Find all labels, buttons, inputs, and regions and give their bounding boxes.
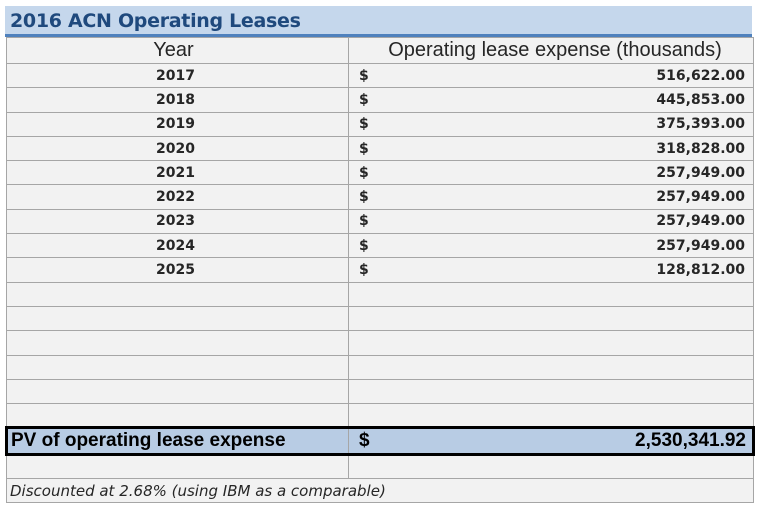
expense-value: 257,949.00 — [656, 164, 745, 181]
empty-cell[interactable] — [348, 281, 754, 307]
title-bar: 2016 ACN Operating Leases — [5, 6, 752, 37]
table-row: 2023 $257,949.00 — [6, 208, 754, 235]
expense-value: 445,853.00 — [656, 91, 745, 108]
empty-cell[interactable] — [348, 454, 754, 480]
empty-cell[interactable] — [6, 354, 349, 380]
pv-value: 2,530,341.92 — [635, 430, 746, 452]
expense-cell[interactable]: $375,393.00 — [348, 111, 754, 137]
empty-cell[interactable] — [348, 378, 754, 405]
empty-cell[interactable] — [6, 403, 349, 429]
expense-cell[interactable]: $257,949.00 — [348, 233, 754, 259]
pv-currency: $ — [359, 430, 370, 452]
empty-row — [6, 378, 754, 405]
currency-symbol: $ — [359, 262, 369, 279]
pv-row: PV of operating lease expense $ 2,530,34… — [5, 426, 755, 457]
empty-row — [6, 281, 754, 307]
empty-row — [6, 354, 754, 380]
currency-symbol: $ — [359, 67, 369, 84]
table-row: 2019 $375,393.00 — [6, 111, 754, 137]
empty-cell[interactable] — [348, 305, 754, 332]
spreadsheet: 2016 ACN Operating Leases Year Operating… — [5, 6, 755, 504]
table-row: 2022 $257,949.00 — [6, 184, 754, 210]
empty-cell[interactable] — [6, 281, 349, 307]
year-cell[interactable]: 2023 — [6, 208, 349, 235]
expense-cell[interactable]: $445,853.00 — [348, 87, 754, 113]
expense-value: 375,393.00 — [656, 116, 745, 133]
table-row: 2017 $516,622.00 — [6, 62, 754, 89]
year-cell[interactable]: 2020 — [6, 135, 349, 162]
expense-cell[interactable]: $257,949.00 — [348, 160, 754, 186]
sheet-title: 2016 ACN Operating Leases — [10, 10, 301, 32]
year-cell[interactable]: 2017 — [6, 62, 349, 89]
expense-cell[interactable]: $318,828.00 — [348, 135, 754, 162]
empty-row — [6, 454, 754, 480]
footnote[interactable]: Discounted at 2.68% (using IBM as a comp… — [6, 478, 754, 504]
empty-cell[interactable] — [348, 354, 754, 380]
year-cell[interactable]: 2025 — [6, 257, 349, 283]
table-row: 2018 $445,853.00 — [6, 87, 754, 113]
pv-cell[interactable]: $ 2,530,341.92 — [348, 426, 755, 457]
currency-symbol: $ — [359, 237, 369, 254]
year-header[interactable]: Year — [6, 37, 349, 64]
note-row: Discounted at 2.68% (using IBM as a comp… — [6, 478, 754, 504]
empty-cell[interactable] — [6, 454, 349, 480]
header-row: Year Operating lease expense (thousands) — [6, 37, 754, 64]
year-cell[interactable]: 2021 — [6, 160, 349, 186]
empty-cell[interactable] — [348, 403, 754, 429]
table-row: 2024 $257,949.00 — [6, 233, 754, 259]
expense-cell[interactable]: $516,622.00 — [348, 62, 754, 89]
expense-value: 257,949.00 — [656, 189, 745, 206]
empty-row — [6, 403, 754, 429]
pv-label[interactable]: PV of operating lease expense — [5, 426, 349, 457]
expense-value: 516,622.00 — [656, 67, 745, 84]
currency-symbol: $ — [359, 164, 369, 181]
table-row: 2020 $318,828.00 — [6, 135, 754, 162]
table-row: 2025 $128,812.00 — [6, 257, 754, 283]
expense-cell[interactable]: $257,949.00 — [348, 208, 754, 235]
currency-symbol: $ — [359, 213, 369, 230]
currency-symbol: $ — [359, 140, 369, 157]
empty-row — [6, 305, 754, 332]
expense-cell[interactable]: $257,949.00 — [348, 184, 754, 210]
expense-header[interactable]: Operating lease expense (thousands) — [348, 37, 754, 64]
year-cell[interactable]: 2018 — [6, 87, 349, 113]
expense-value: 257,949.00 — [656, 213, 745, 230]
empty-cell[interactable] — [348, 330, 754, 356]
expense-cell[interactable]: $128,812.00 — [348, 257, 754, 283]
currency-symbol: $ — [359, 91, 369, 108]
lease-table: Year Operating lease expense (thousands)… — [5, 37, 755, 504]
currency-symbol: $ — [359, 189, 369, 206]
year-cell[interactable]: 2019 — [6, 111, 349, 137]
empty-cell[interactable] — [6, 378, 349, 405]
empty-row — [6, 330, 754, 356]
year-cell[interactable]: 2024 — [6, 233, 349, 259]
expense-value: 128,812.00 — [656, 262, 745, 279]
table-row: 2021 $257,949.00 — [6, 160, 754, 186]
year-cell[interactable]: 2022 — [6, 184, 349, 210]
empty-cell[interactable] — [6, 305, 349, 332]
expense-value: 318,828.00 — [656, 140, 745, 157]
expense-value: 257,949.00 — [656, 237, 745, 254]
empty-cell[interactable] — [6, 330, 349, 356]
currency-symbol: $ — [359, 116, 369, 133]
